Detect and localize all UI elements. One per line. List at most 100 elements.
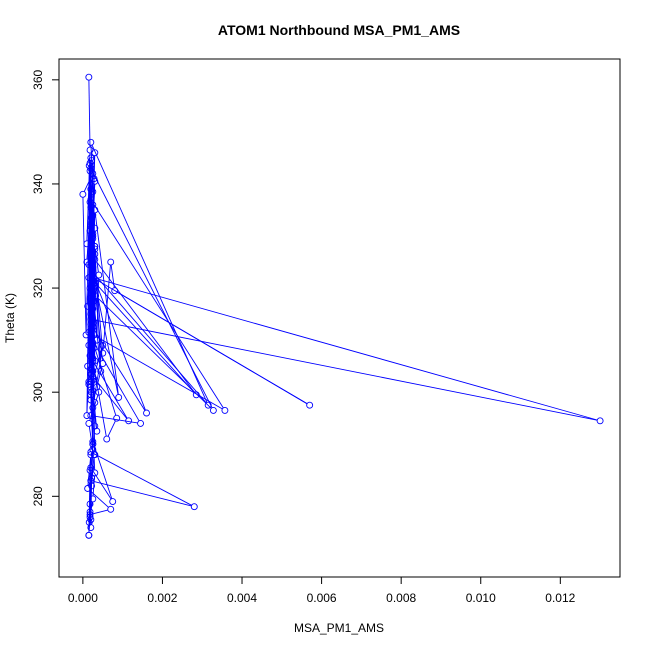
series-line-segment <box>90 145 96 226</box>
series-line-segment <box>92 326 146 411</box>
data-point <box>89 341 97 349</box>
data-point <box>113 414 121 422</box>
data-point <box>95 271 103 279</box>
chart-title: ATOM1 Northbound MSA_PM1_AMS <box>218 22 460 38</box>
data-point <box>85 274 93 282</box>
series-points <box>79 73 604 539</box>
series-line-segment <box>93 453 192 506</box>
data-point <box>99 349 107 357</box>
data-point <box>86 508 94 516</box>
series-line-segment <box>88 426 93 447</box>
data-point <box>143 409 150 417</box>
data-point <box>89 232 97 240</box>
x-tick-label: 0.008 <box>386 591 416 605</box>
y-axis: 280 300 320 340 360 <box>31 69 60 506</box>
data-point <box>87 391 95 399</box>
series-line-segment <box>96 261 195 393</box>
data-point <box>111 287 119 295</box>
data-point <box>86 352 94 360</box>
data-point <box>204 401 212 409</box>
series-line-segment <box>90 389 97 429</box>
data-point <box>85 531 93 539</box>
data-point <box>87 222 95 230</box>
data-point <box>91 284 99 292</box>
data-point <box>83 240 91 248</box>
data-point <box>85 419 93 427</box>
data-point <box>87 370 95 378</box>
data-point <box>87 321 95 328</box>
x-tick-label: 0.000 <box>68 591 98 605</box>
data-point <box>87 300 95 308</box>
x-tick-label: 0.010 <box>466 591 496 605</box>
data-point <box>87 331 95 339</box>
data-point <box>306 401 314 409</box>
data-point <box>89 495 97 503</box>
data-point <box>89 268 97 276</box>
series-line-segment <box>88 80 91 148</box>
data-point <box>87 412 95 420</box>
data-point <box>87 203 95 211</box>
series-line-segment <box>107 420 116 437</box>
data-point <box>596 417 604 425</box>
data-point <box>91 469 99 477</box>
data-point <box>137 419 145 427</box>
data-point <box>125 417 133 425</box>
data-point <box>190 503 198 511</box>
series-line-segment <box>92 348 103 405</box>
series-line-segment <box>94 212 119 395</box>
data-point <box>88 313 96 321</box>
data-point <box>87 383 95 391</box>
series-line-segment <box>92 469 112 500</box>
series-line-segment <box>87 457 91 486</box>
data-point <box>86 500 94 508</box>
x-tick-label: 0.006 <box>307 591 337 605</box>
data-point <box>99 341 107 349</box>
series-line-segment <box>94 282 195 393</box>
data-point <box>88 474 96 482</box>
data-point <box>89 404 97 412</box>
series-line-segment <box>92 376 128 419</box>
data-point <box>95 388 103 396</box>
data-point <box>91 255 99 263</box>
data-point <box>87 334 95 341</box>
data-point <box>89 357 97 365</box>
data-point <box>192 391 200 399</box>
y-axis-label: Theta (K) <box>3 293 17 343</box>
data-point <box>221 406 229 414</box>
data-point <box>83 412 91 420</box>
x-tick-label: 0.002 <box>147 591 177 605</box>
data-point <box>91 279 99 287</box>
y-tick-label: 280 <box>31 486 45 506</box>
data-point <box>99 360 107 368</box>
data-point <box>88 482 96 490</box>
y-tick-label: 320 <box>31 278 45 298</box>
series-line-segment <box>91 333 223 410</box>
x-axis-label: MSA_PM1_AMS <box>294 621 384 635</box>
y-tick-label: 340 <box>31 174 45 194</box>
data-point <box>109 498 117 505</box>
series-line-segment <box>93 415 138 424</box>
data-point <box>91 250 99 258</box>
data-point <box>86 513 94 521</box>
series-line-segment <box>94 274 207 404</box>
data-point <box>91 242 99 250</box>
data-point <box>89 229 97 237</box>
data-point <box>115 393 123 401</box>
data-point <box>79 190 87 198</box>
series-line-segment <box>95 278 598 421</box>
data-point <box>91 177 99 185</box>
data-point <box>91 149 99 157</box>
data-point <box>107 505 115 513</box>
data-point <box>87 451 95 459</box>
series-line-segment <box>82 197 87 332</box>
x-tick-label: 0.012 <box>545 591 575 605</box>
data-point <box>89 440 97 448</box>
data-point <box>85 518 93 526</box>
series-line-segment <box>92 509 108 515</box>
data-point <box>89 235 97 243</box>
y-tick-label: 360 <box>31 69 45 89</box>
data-point <box>209 406 217 414</box>
data-point <box>85 73 93 81</box>
